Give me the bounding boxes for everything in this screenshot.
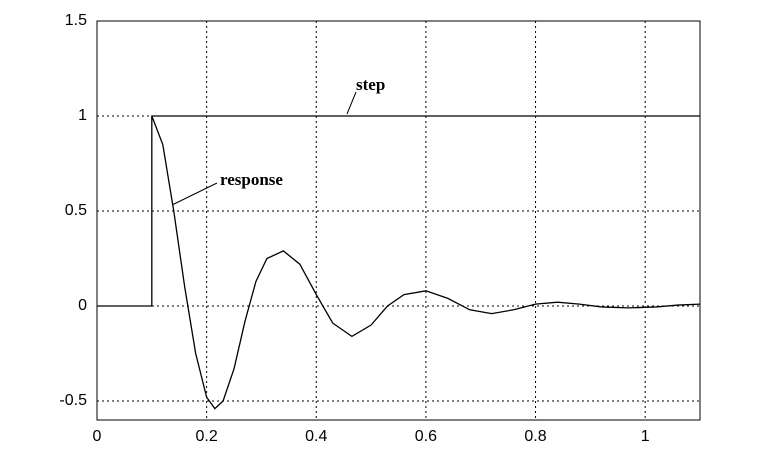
x-tick-label: 0.8 [524,428,546,445]
y-tick-label: 1 [78,107,87,124]
y-tick-label: 0.5 [65,202,87,219]
x-tick-label: 0.4 [305,428,327,445]
y-tick-label: 0 [78,297,87,314]
annotation: step [356,75,385,94]
y-tick-label: 1.5 [65,12,87,29]
annotation: response [220,170,283,189]
x-tick-label: 0.2 [196,428,218,445]
x-tick-label: 1 [641,428,650,445]
annotation-leader [171,182,218,206]
x-tick-label: 0.6 [415,428,437,445]
x-tick-label: 0 [93,428,102,445]
series-line [97,115,700,307]
plot-frame [96,20,701,421]
annotation-leader [346,91,357,115]
series-line [151,115,701,410]
y-tick-label: -0.5 [59,392,87,409]
